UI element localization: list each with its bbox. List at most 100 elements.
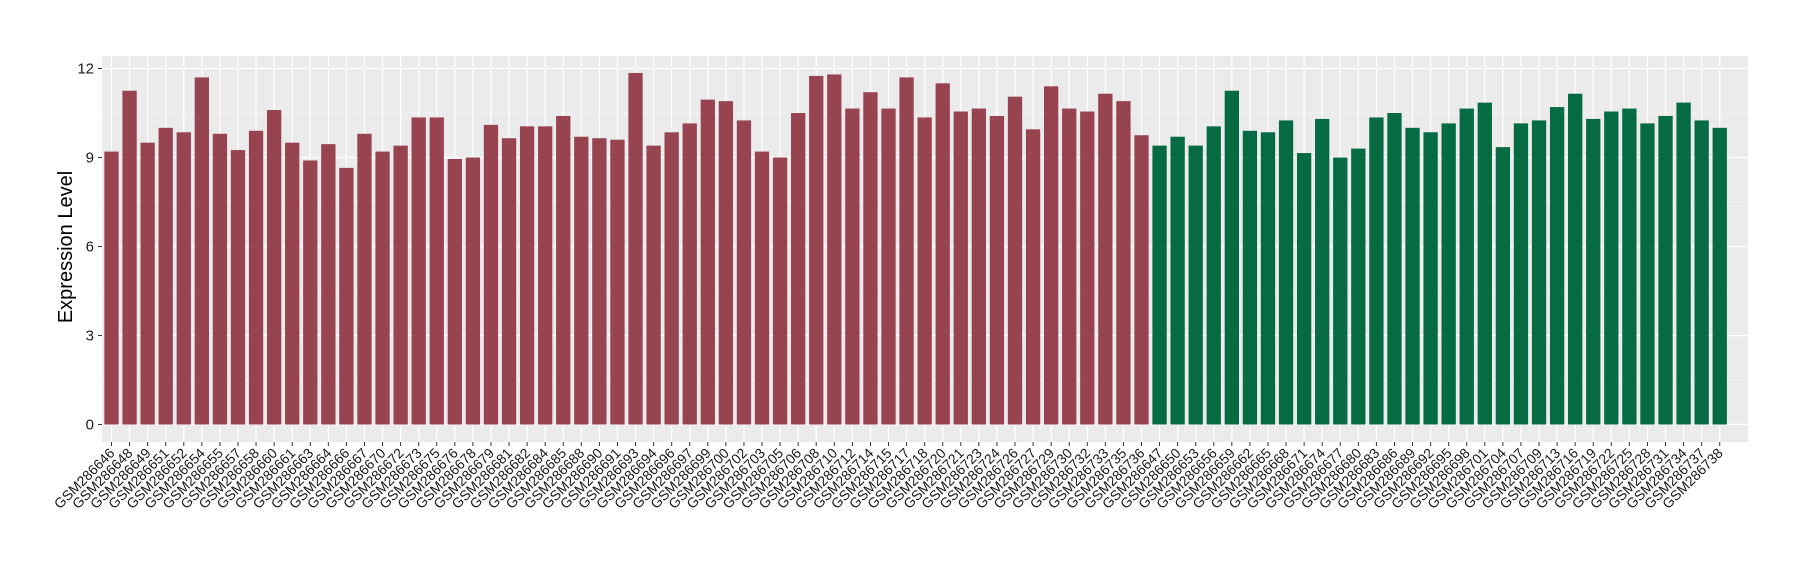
- bar-GSM286733: [1098, 93, 1113, 425]
- bar-GSM286691: [610, 139, 625, 425]
- bar-GSM286677: [1333, 157, 1348, 425]
- bar-GSM286718: [917, 117, 932, 425]
- bar-GSM286738: [1712, 127, 1727, 425]
- bar-GSM286724: [989, 115, 1005, 425]
- y-axis-title: Expression Level: [55, 171, 77, 323]
- bar-GSM286659: [1224, 90, 1239, 425]
- bar-GSM286728: [1640, 123, 1655, 425]
- bar-GSM286704: [1495, 147, 1511, 425]
- bar-GSM286672: [393, 145, 408, 425]
- y-tick-label: 12: [77, 61, 94, 78]
- bar-GSM286731: [1658, 115, 1673, 425]
- bar-GSM286689: [1405, 127, 1420, 425]
- bar-GSM286665: [1260, 132, 1276, 425]
- bar-GSM286726: [1007, 96, 1023, 425]
- bar-GSM286720: [935, 83, 950, 425]
- bar-GSM286664: [321, 144, 336, 425]
- bar-GSM286666: [339, 167, 354, 425]
- y-axis: 0 3 6 9 12: [77, 61, 102, 434]
- bar-GSM286694: [646, 145, 661, 425]
- bar-GSM286673: [411, 117, 426, 425]
- bar-GSM286709: [1531, 120, 1547, 425]
- bar-GSM286668: [1278, 120, 1294, 425]
- bar-GSM286680: [1351, 148, 1366, 425]
- bar-GSM286681: [501, 138, 517, 425]
- bar-GSM286713: [1549, 107, 1565, 425]
- bar-series: [104, 72, 1727, 425]
- bar-GSM286727: [1025, 129, 1041, 425]
- bar-GSM286646: [104, 151, 119, 425]
- bar-GSM286690: [592, 138, 607, 425]
- bar-GSM286648: [122, 90, 137, 425]
- bar-GSM286671: [1296, 153, 1312, 425]
- y-tick-label: 3: [86, 328, 94, 345]
- bar-GSM286722: [1604, 111, 1619, 425]
- bar-GSM286674: [1315, 118, 1330, 425]
- bar-GSM286715: [881, 108, 896, 425]
- bar-GSM286656: [1206, 126, 1221, 425]
- bar-GSM286700: [718, 101, 734, 425]
- bar-GSM286649: [140, 142, 155, 425]
- bar-GSM286735: [1116, 101, 1131, 425]
- bar-GSM286705: [772, 157, 788, 425]
- bar-GSM286655: [212, 133, 228, 425]
- bar-GSM286654: [194, 77, 209, 425]
- bar-GSM286657: [230, 150, 246, 425]
- bar-GSM286697: [682, 123, 697, 425]
- bar-GSM286679: [483, 124, 499, 425]
- bar-GSM286675: [429, 117, 444, 425]
- bar-GSM286667: [357, 133, 372, 425]
- bar-GSM286663: [303, 160, 318, 425]
- bar-GSM286707: [1513, 123, 1529, 425]
- bar-GSM286732: [1080, 111, 1095, 425]
- bar-GSM286658: [248, 130, 264, 425]
- bar-GSM286708: [809, 75, 824, 425]
- bar-GSM286699: [700, 99, 715, 425]
- bar-GSM286653: [1188, 145, 1203, 425]
- bar-GSM286652: [176, 132, 191, 425]
- bar-GSM286670: [375, 151, 390, 425]
- bar-GSM286703: [754, 151, 770, 425]
- bar-GSM286684: [538, 126, 553, 425]
- bar-GSM286725: [1622, 108, 1637, 425]
- y-tick-label: 9: [86, 150, 94, 167]
- bar-GSM286678: [465, 157, 481, 425]
- bar-GSM286662: [1242, 130, 1258, 425]
- bar-GSM286736: [1134, 135, 1149, 425]
- bar-GSM286686: [1387, 113, 1402, 425]
- bar-GSM286721: [953, 111, 968, 425]
- bar-GSM286661: [285, 142, 300, 425]
- bar-GSM286714: [863, 92, 878, 425]
- bar-GSM286719: [1586, 118, 1601, 425]
- bar-GSM286717: [899, 77, 914, 425]
- bar-GSM286676: [447, 158, 462, 425]
- bar-GSM286729: [1043, 86, 1059, 425]
- bar-GSM286706: [791, 113, 806, 425]
- bar-GSM286716: [1568, 93, 1583, 425]
- x-axis: GSM286646GSM286648GSM286649GSM286651GSM2…: [51, 442, 1726, 512]
- y-tick-label: 6: [86, 239, 94, 256]
- bar-GSM286650: [1170, 136, 1185, 425]
- bar-GSM286682: [519, 126, 535, 425]
- bar-GSM286692: [1423, 132, 1438, 425]
- bar-GSM286701: [1477, 102, 1492, 425]
- bar-GSM286698: [1459, 108, 1474, 425]
- bar-GSM286683: [1369, 117, 1384, 425]
- bar-GSM286737: [1694, 120, 1709, 425]
- y-tick-label: 0: [86, 417, 94, 434]
- bar-GSM286710: [827, 74, 842, 425]
- bar-GSM286702: [736, 120, 752, 425]
- bar-GSM286693: [628, 72, 643, 425]
- bar-GSM286688: [574, 136, 589, 425]
- bar-GSM286712: [845, 108, 860, 425]
- bar-GSM286696: [664, 132, 679, 425]
- bar-GSM286660: [266, 110, 282, 425]
- bar-GSM286685: [556, 115, 571, 425]
- bar-GSM286647: [1152, 145, 1167, 425]
- bar-GSM286734: [1676, 102, 1691, 425]
- bar-GSM286723: [971, 108, 987, 425]
- bar-GSM286730: [1062, 108, 1077, 425]
- bar-GSM286695: [1441, 123, 1456, 425]
